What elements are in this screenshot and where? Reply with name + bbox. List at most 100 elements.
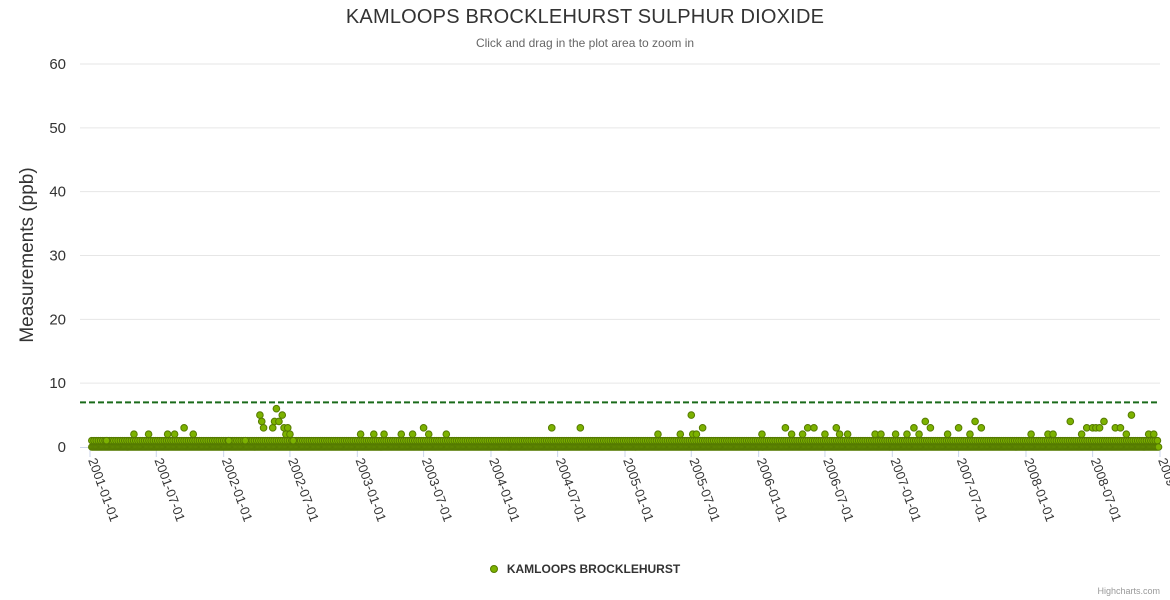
data-point — [286, 430, 294, 439]
x-tick-label: 2002-07-01 — [285, 456, 322, 524]
y-axis-tick-labels: 0 10 20 30 40 50 60 — [49, 56, 66, 456]
data-point — [758, 430, 766, 439]
data-point — [692, 430, 701, 439]
data-point — [442, 430, 451, 439]
data-point — [130, 430, 138, 439]
data-point — [676, 430, 685, 439]
data-point — [272, 404, 281, 413]
data-point — [424, 430, 433, 439]
x-tick-label: 2008-01-01 — [1021, 456, 1058, 524]
data-point — [954, 424, 963, 432]
chart-title: KAMLOOPS BROCKLEHURST SULPHUR DIOXIDE — [345, 6, 825, 28]
data-point — [170, 430, 179, 439]
data-point — [1027, 430, 1035, 439]
data-point — [798, 430, 807, 439]
data-point — [278, 411, 287, 419]
data-point — [224, 436, 233, 445]
x-axis: 2001-01-01 2001-07-01 2002-01-01 2002-07-01… — [80, 447, 1170, 524]
data-point — [180, 424, 188, 432]
y-tick-label: 40 — [49, 184, 66, 201]
x-tick-label: 2003-07-01 — [419, 456, 456, 524]
data-point — [256, 411, 264, 419]
data-point — [781, 424, 790, 432]
data-point — [380, 430, 388, 439]
data-point — [102, 436, 111, 445]
x-tick-label: 2001-07-01 — [151, 456, 188, 524]
data-point — [397, 430, 406, 439]
data-point — [654, 430, 662, 439]
data-point — [1049, 430, 1057, 439]
grid-lines — [80, 63, 1160, 384]
data-point — [268, 424, 277, 432]
data-point — [903, 430, 911, 439]
data-point — [1153, 436, 1162, 445]
data-point — [915, 430, 923, 439]
data-point — [189, 430, 198, 439]
x-tick-label: 2008-07-01 — [1088, 456, 1125, 524]
legend-label[interactable]: KAMLOOPS BROCKLEHURST — [506, 562, 681, 576]
data-point — [576, 424, 585, 432]
x-tick-label: 2007-07-01 — [954, 456, 991, 524]
data-point — [971, 417, 979, 426]
data-point — [926, 424, 935, 432]
x-tick-label: 2002-01-01 — [219, 456, 256, 524]
data-point — [408, 430, 417, 439]
data-point — [1154, 443, 1163, 451]
x-tick-label: 2001-01-01 — [85, 456, 122, 524]
y-axis-title: Measurements (ppb) — [17, 167, 38, 342]
data-point — [1116, 424, 1125, 432]
data-point — [283, 424, 292, 432]
y-tick-label: 0 — [58, 439, 66, 456]
data-point — [547, 424, 556, 432]
data-point — [977, 424, 986, 432]
data-point — [910, 424, 918, 432]
data-point — [803, 424, 812, 432]
x-tick-label: 2006-01-01 — [754, 456, 791, 524]
data-point — [966, 430, 974, 439]
x-tick-label: 2004-07-01 — [553, 456, 590, 524]
data-point — [275, 417, 283, 426]
x-tick-label: 2003-01-01 — [352, 456, 389, 524]
data-point — [289, 436, 298, 445]
legend[interactable]: KAMLOOPS BROCKLEHURST — [0, 562, 1170, 576]
data-point — [163, 430, 172, 439]
data-point — [241, 436, 250, 445]
y-tick-label: 20 — [49, 311, 66, 328]
data-point — [787, 430, 796, 439]
data-point — [259, 424, 268, 432]
data-point — [1127, 411, 1136, 419]
data-point — [1066, 417, 1075, 426]
data-point — [891, 430, 900, 439]
data-point — [419, 424, 428, 432]
data-point — [369, 430, 378, 439]
y-tick-label: 10 — [49, 375, 66, 392]
data-point — [943, 430, 952, 439]
x-tick-label: 2007-01-01 — [887, 456, 924, 524]
data-point — [698, 424, 707, 432]
data-point — [821, 430, 829, 439]
chart-subtitle: Click and drag in the plot area to zoom … — [475, 36, 695, 50]
data-point — [810, 424, 818, 432]
data-point — [832, 424, 841, 432]
data-point — [356, 430, 365, 439]
x-tick-label: 2009-01-01 — [1155, 456, 1170, 524]
data-point — [687, 411, 696, 419]
credits-link[interactable]: Highcharts.com — [1097, 586, 1160, 596]
y-tick-label: 50 — [49, 120, 66, 137]
data-point — [1149, 430, 1158, 439]
data-point — [1095, 424, 1104, 432]
data-point — [843, 430, 852, 439]
y-tick-label: 60 — [49, 56, 66, 73]
data-point — [835, 430, 844, 439]
data-point — [921, 417, 930, 426]
data-point — [877, 430, 885, 439]
data-point — [257, 417, 266, 426]
x-tick-label: 2005-07-01 — [686, 456, 723, 524]
data-point — [1100, 417, 1108, 426]
legend-marker-icon — [489, 565, 498, 573]
x-tick-label: 2004-01-01 — [486, 456, 523, 524]
x-tick-label: 2006-07-01 — [820, 456, 857, 524]
series-points[interactable] — [88, 404, 1163, 451]
y-tick-label: 30 — [49, 248, 66, 265]
